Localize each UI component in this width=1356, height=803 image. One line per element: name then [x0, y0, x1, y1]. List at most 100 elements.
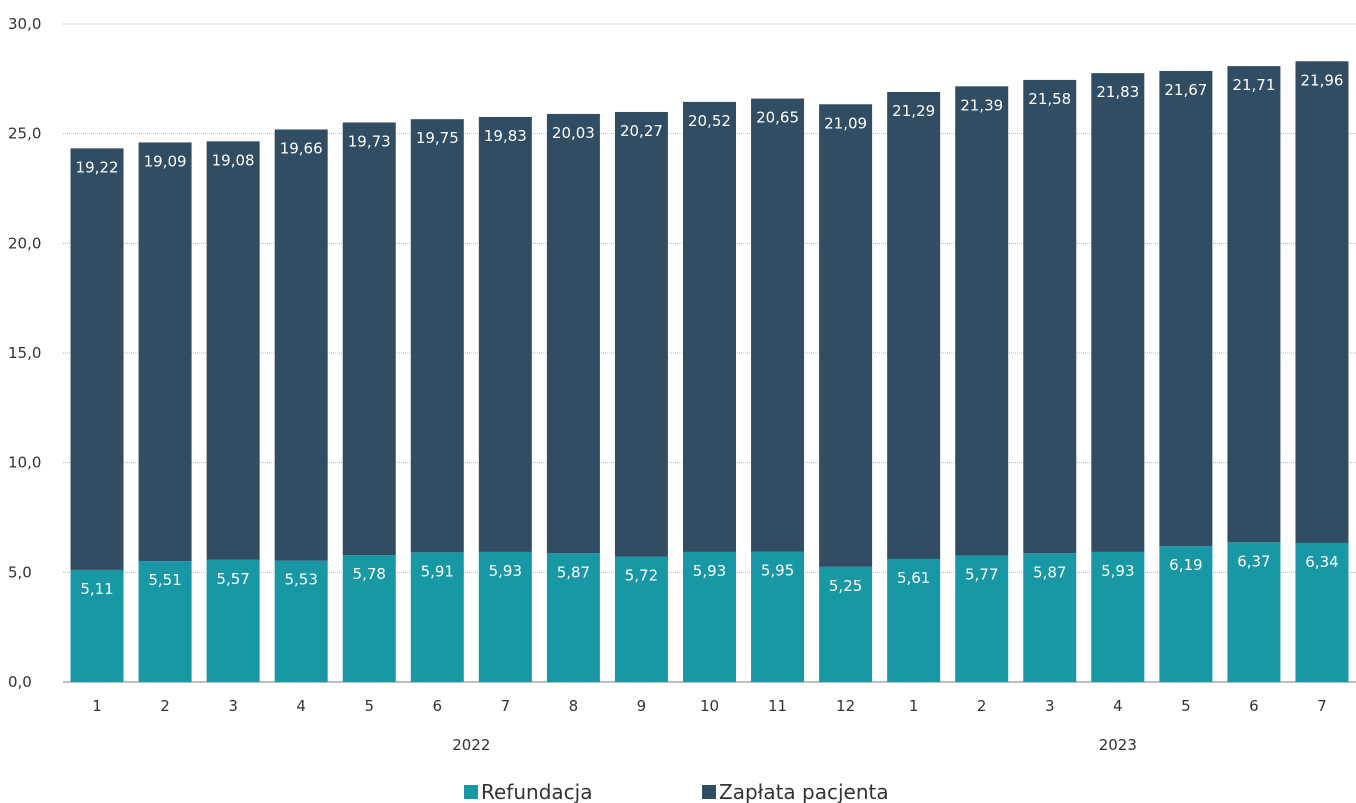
y-tick-label: 0,0 — [8, 673, 32, 691]
bar-segment-refundacja — [1023, 553, 1077, 682]
x-group-label: 2022 — [452, 736, 490, 754]
data-label: 21,29 — [892, 102, 935, 120]
x-tick-label: 5 — [364, 697, 374, 715]
x-tick-label: 6 — [433, 697, 443, 715]
bar-segment-refundacja — [955, 555, 1009, 682]
bar-segment-zaplata-pacjenta — [410, 119, 464, 553]
bar-segment-zaplata-pacjenta — [1023, 79, 1077, 554]
x-tick-label: 2 — [160, 697, 170, 715]
bar-segment-zaplata-pacjenta — [274, 129, 328, 561]
y-tick-label: 20,0 — [8, 234, 41, 252]
data-label: 21,39 — [960, 96, 1003, 114]
data-label: 5,53 — [284, 571, 317, 589]
data-label: 5,11 — [80, 580, 113, 598]
data-label: 5,93 — [1101, 562, 1134, 580]
bar-segment-refundacja — [410, 552, 464, 682]
data-label: 19,09 — [144, 152, 187, 170]
y-tick-label: 10,0 — [8, 454, 41, 472]
data-label: 5,93 — [693, 562, 726, 580]
bar-segment-zaplata-pacjenta — [546, 113, 600, 554]
data-label: 5,57 — [216, 570, 249, 588]
data-label: 5,61 — [897, 569, 930, 587]
y-tick-label: 30,0 — [8, 15, 41, 33]
x-tick-label: 8 — [569, 697, 579, 715]
data-label: 21,58 — [1028, 90, 1071, 108]
data-label: 20,03 — [552, 124, 595, 142]
y-tick-label: 25,0 — [8, 125, 41, 143]
data-label: 5,51 — [148, 571, 181, 589]
y-tick-label: 15,0 — [8, 344, 41, 362]
data-label: 19,83 — [484, 127, 527, 145]
x-tick-label: 4 — [1113, 697, 1123, 715]
y-axis: 0,0 5,0 10,0 15,0 20,0 25,0 30,0 — [8, 15, 41, 691]
bar-segment-refundacja — [478, 551, 532, 682]
x-tick-label: 10 — [700, 697, 719, 715]
x-tick-label: 7 — [1317, 697, 1327, 715]
bar-segment-refundacja — [70, 569, 124, 682]
x-tick-label: 7 — [501, 697, 511, 715]
bar-segment-zaplata-pacjenta — [138, 142, 192, 562]
bar-segment-zaplata-pacjenta — [955, 86, 1009, 556]
y-tick-label: 5,0 — [8, 563, 32, 581]
x-tick-label: 1 — [92, 697, 102, 715]
data-label: 19,66 — [280, 139, 323, 157]
bar-segment-refundacja — [614, 556, 668, 682]
bar-segment-zaplata-pacjenta — [1295, 61, 1349, 543]
data-label: 6,19 — [1169, 556, 1202, 574]
bar-segment-zaplata-pacjenta — [683, 101, 736, 552]
data-label: 21,83 — [1096, 83, 1139, 101]
data-label: 5,87 — [1033, 563, 1066, 581]
bar-segment-zaplata-pacjenta — [1159, 70, 1213, 547]
bar-segment-zaplata-pacjenta — [819, 104, 873, 567]
bar-segment-refundacja — [138, 561, 192, 682]
x-tick-label: 1 — [909, 697, 919, 715]
data-label: 19,75 — [416, 129, 459, 147]
data-label: 5,87 — [557, 563, 590, 581]
data-label: 21,67 — [1164, 81, 1207, 99]
bar-segment-refundacja — [751, 551, 805, 682]
data-label: 19,22 — [76, 158, 119, 176]
data-label: 6,34 — [1305, 553, 1338, 571]
data-label: 20,27 — [620, 122, 663, 140]
data-label: 5,95 — [761, 561, 794, 579]
x-tick-label: 11 — [768, 697, 787, 715]
bar-segment-refundacja — [1159, 546, 1213, 682]
x-tick-label: 3 — [228, 697, 238, 715]
data-label: 5,77 — [965, 565, 998, 583]
bar-segment-refundacja — [546, 553, 600, 682]
bar-segment-zaplata-pacjenta — [1091, 73, 1145, 552]
bar-segment-refundacja — [887, 558, 941, 682]
legend: Refundacja Zapłata pacjenta — [464, 780, 889, 803]
x-tick-label: 9 — [637, 697, 647, 715]
bar-segment-zaplata-pacjenta — [206, 141, 260, 560]
bar-segment-zaplata-pacjenta — [1227, 66, 1281, 543]
bar-segment-refundacja — [1091, 551, 1145, 682]
x-tick-label: 12 — [836, 697, 855, 715]
bar-segment-zaplata-pacjenta — [887, 91, 941, 559]
data-label: 21,71 — [1232, 76, 1275, 94]
bar-segment-refundacja — [274, 560, 328, 682]
bar-segment-zaplata-pacjenta — [614, 111, 668, 557]
x-tick-label: 5 — [1181, 697, 1191, 715]
data-label: 21,09 — [824, 114, 867, 132]
data-label: 5,72 — [625, 567, 658, 585]
bar-segment-zaplata-pacjenta — [70, 148, 124, 570]
bar-segment-refundacja — [819, 566, 873, 682]
data-label: 5,78 — [353, 565, 386, 583]
bar-segment-zaplata-pacjenta — [342, 122, 396, 556]
x-tick-label: 3 — [1045, 697, 1055, 715]
x-group-label: 2023 — [1099, 736, 1137, 754]
data-label: 21,96 — [1300, 71, 1343, 89]
data-label: 6,37 — [1237, 552, 1270, 570]
bar-segment-refundacja — [342, 555, 396, 682]
bar-segment-zaplata-pacjenta — [751, 98, 805, 552]
data-label: 20,65 — [756, 109, 799, 127]
bar-segment-refundacja — [1295, 542, 1349, 682]
legend-label-zaplata-pacjenta: Zapłata pacjenta — [719, 780, 889, 803]
data-label: 20,52 — [688, 112, 731, 130]
data-label: 5,93 — [489, 562, 522, 580]
data-label: 19,08 — [212, 151, 255, 169]
bars: 5,11 19,22 5,51 19,09 5,57 19,08 5,53 19,66 5,78… — [70, 61, 1349, 682]
